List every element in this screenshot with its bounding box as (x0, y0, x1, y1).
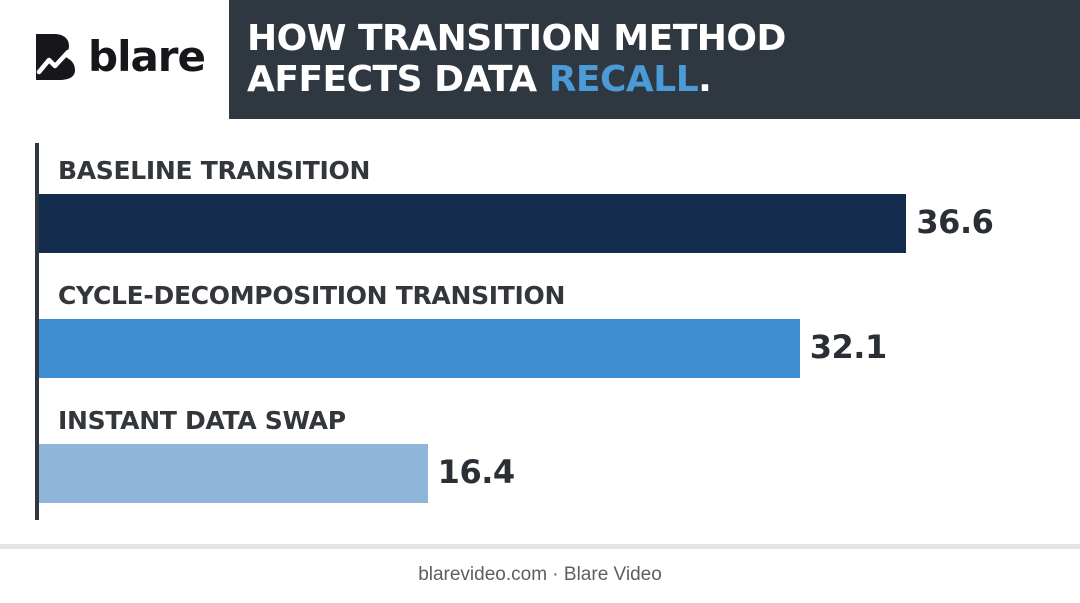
value-label: 32.1 (809, 328, 887, 366)
brand-logo: blare (34, 32, 206, 82)
value-label: 16.4 (437, 453, 515, 491)
footer-divider (0, 544, 1080, 549)
category-label: CYCLE-DECOMPOSITION TRANSITION (58, 281, 566, 310)
chart-title: HOW TRANSITION METHOD AFFECTS DATA RECAL… (247, 18, 786, 100)
value-label: 36.6 (916, 203, 994, 241)
title-banner (229, 0, 1080, 119)
title-suffix: . (698, 59, 712, 100)
footer-credit: blarevideo.com · Blare Video (418, 564, 662, 585)
y-axis-line (35, 143, 39, 520)
category-label: BASELINE TRANSITION (58, 156, 371, 185)
title-line-1: HOW TRANSITION METHOD (247, 18, 786, 59)
title-highlight: RECALL (548, 59, 699, 100)
bar (39, 319, 800, 378)
title-line-2: AFFECTS DATA RECALL. (247, 59, 786, 100)
logo-text: blare (88, 32, 206, 81)
blare-logo-icon (36, 34, 75, 80)
bar (39, 194, 907, 253)
category-label: INSTANT DATA SWAP (58, 406, 346, 435)
title-prefix: AFFECTS DATA (247, 59, 549, 100)
bar (39, 444, 428, 503)
